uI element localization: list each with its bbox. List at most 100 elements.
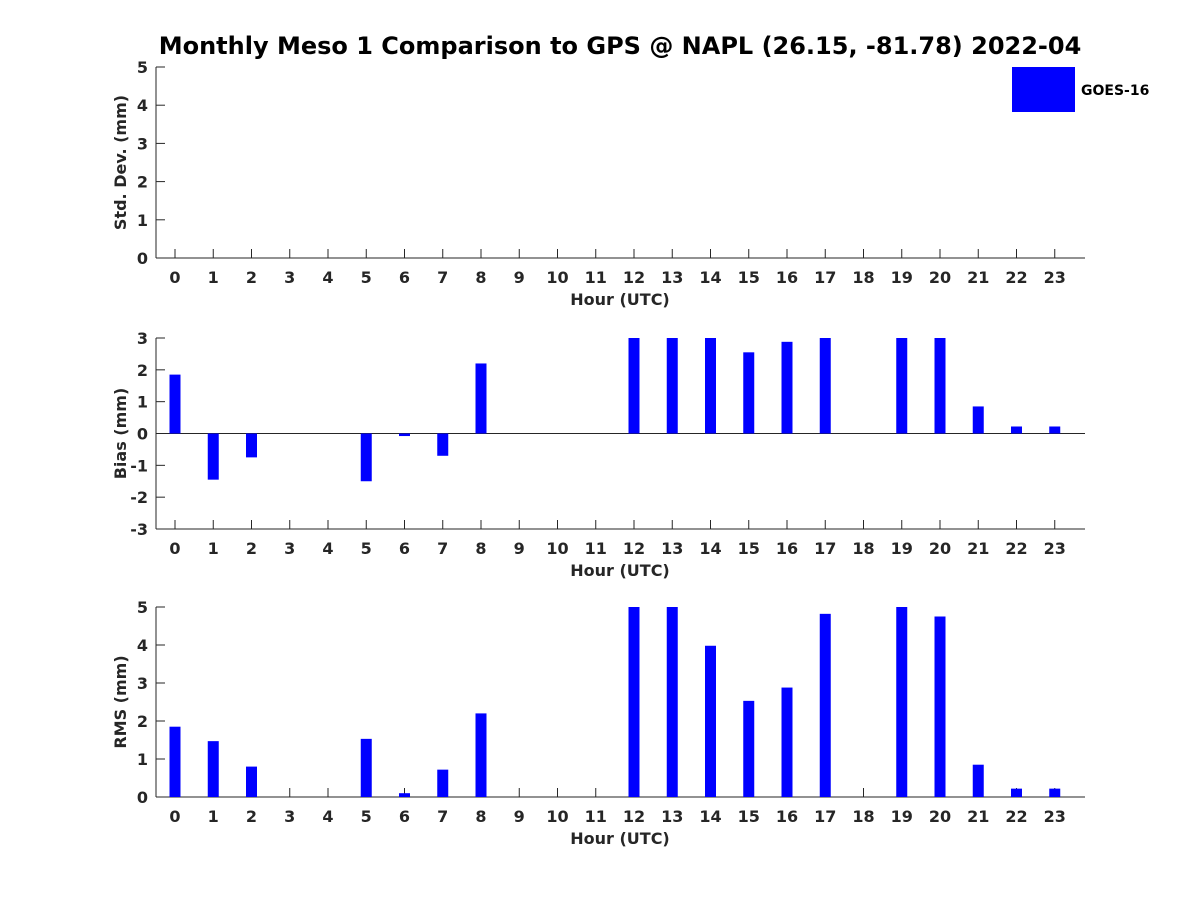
rms-bar (399, 793, 410, 797)
bias-x-tick-label: 23 (1044, 539, 1066, 558)
bias-bar (781, 341, 793, 434)
bias-bar (819, 338, 831, 434)
bias-x-tick-label: 8 (475, 539, 486, 558)
rms-y-tick-label: 4 (137, 636, 148, 655)
rms-x-tick-label: 7 (437, 807, 448, 826)
bias-x-tick-label: 10 (546, 539, 568, 558)
rms-x-tick-label: 2 (246, 807, 257, 826)
chart-title: Monthly Meso 1 Comparison to GPS @ NAPL … (159, 32, 1082, 60)
std-dev-x-tick-label: 20 (929, 268, 951, 287)
rms-x-tick-label: 6 (399, 807, 410, 826)
rms-bar (628, 607, 640, 797)
rms-x-tick-label: 5 (361, 807, 372, 826)
std-dev-x-tick-label: 17 (814, 268, 836, 287)
bias-x-tick-label: 15 (738, 539, 760, 558)
bias-bar (246, 433, 257, 458)
std-dev-x-tick-label: 19 (891, 268, 913, 287)
bias-bar (972, 406, 984, 434)
std-dev-x-tick-label: 2 (246, 268, 257, 287)
rms-x-tick-label: 11 (585, 807, 607, 826)
std-dev-y-tick-label: 0 (137, 249, 148, 268)
rms-bar (360, 738, 372, 797)
bias-bar (475, 363, 487, 434)
std-dev-y-tick-label: 5 (137, 58, 148, 77)
legend-swatch (1012, 67, 1075, 112)
bias-x-label: Hour (UTC) (570, 561, 670, 580)
bias-y-label: Bias (mm) (111, 388, 130, 480)
rms-x-tick-label: 1 (208, 807, 219, 826)
std-dev-x-tick-label: 4 (322, 268, 333, 287)
bias-x-tick-label: 9 (514, 539, 525, 558)
bias-x-tick-label: 20 (929, 539, 951, 558)
rms-x-tick-label: 3 (284, 807, 295, 826)
rms-x-label: Hour (UTC) (570, 829, 670, 848)
std-dev-x-tick-label: 22 (1005, 268, 1027, 287)
rms-bar (743, 700, 755, 797)
bias-x-tick-label: 18 (852, 539, 874, 558)
std-dev-x-tick-label: 14 (699, 268, 721, 287)
rms-x-tick-label: 10 (546, 807, 568, 826)
rms-bar (1011, 788, 1022, 797)
rms-x-tick-label: 0 (169, 807, 180, 826)
std-dev-x-tick-label: 11 (585, 268, 607, 287)
bias-y-tick-label: 2 (137, 361, 148, 380)
std-dev-x-tick-label: 5 (361, 268, 372, 287)
rms-x-tick-label: 15 (738, 807, 760, 826)
rms-x-tick-label: 23 (1044, 807, 1066, 826)
bias-x-tick-label: 19 (891, 539, 913, 558)
bias-x-tick-label: 21 (967, 539, 989, 558)
std-dev-y-tick-label: 3 (137, 134, 148, 153)
std-dev-x-tick-label: 7 (437, 268, 448, 287)
rms-bar (781, 687, 793, 797)
std-dev-x-tick-label: 0 (169, 268, 180, 287)
std-dev-x-tick-label: 9 (514, 268, 525, 287)
rms-y-tick-label: 2 (137, 712, 148, 731)
rms-x-tick-label: 21 (967, 807, 989, 826)
rms-x-tick-label: 4 (322, 807, 333, 826)
std-dev-x-tick-label: 15 (738, 268, 760, 287)
rms-x-tick-label: 16 (776, 807, 798, 826)
bias-y-tick-label: 1 (137, 393, 148, 412)
bias-bar (628, 338, 640, 434)
bias-y-tick-label: -3 (130, 520, 148, 539)
rms-x-tick-label: 17 (814, 807, 836, 826)
legend-label: GOES-16 (1081, 83, 1149, 99)
std-dev-x-tick-label: 12 (623, 268, 645, 287)
bias-x-tick-label: 3 (284, 539, 295, 558)
bias-bar (705, 338, 716, 434)
std-dev-x-tick-label: 21 (967, 268, 989, 287)
rms-y-tick-label: 0 (137, 788, 148, 807)
bias-bar (1011, 426, 1022, 434)
bias-bar (1049, 426, 1061, 434)
bias-bar (399, 433, 410, 437)
bias-x-tick-label: 5 (361, 539, 372, 558)
rms-bar (1049, 788, 1061, 797)
rms-bar (246, 766, 257, 797)
rms-bar (819, 613, 831, 797)
std-dev-y-tick-label: 4 (137, 96, 148, 115)
bias-y-tick-label: 3 (137, 329, 148, 348)
rms-bar (207, 741, 219, 797)
rms-x-tick-label: 12 (623, 807, 645, 826)
rms-x-tick-label: 20 (929, 807, 951, 826)
rms-x-tick-label: 9 (514, 807, 525, 826)
bias-x-tick-label: 4 (322, 539, 333, 558)
rms-bar (934, 616, 946, 797)
rms-bar (666, 607, 678, 797)
bias-x-tick-label: 7 (437, 539, 448, 558)
bias-y-tick-label: 0 (137, 425, 148, 444)
std-dev-x-tick-label: 10 (546, 268, 568, 287)
bias-x-tick-label: 11 (585, 539, 607, 558)
rms-bar (437, 769, 449, 797)
std-dev-x-tick-label: 13 (661, 268, 683, 287)
rms-bar (169, 726, 181, 797)
bias-bar (743, 352, 755, 434)
bias-bar (437, 433, 449, 456)
rms-x-tick-label: 13 (661, 807, 683, 826)
bias-bar (360, 433, 372, 482)
bias-x-tick-label: 16 (776, 539, 798, 558)
bias-x-tick-label: 12 (623, 539, 645, 558)
